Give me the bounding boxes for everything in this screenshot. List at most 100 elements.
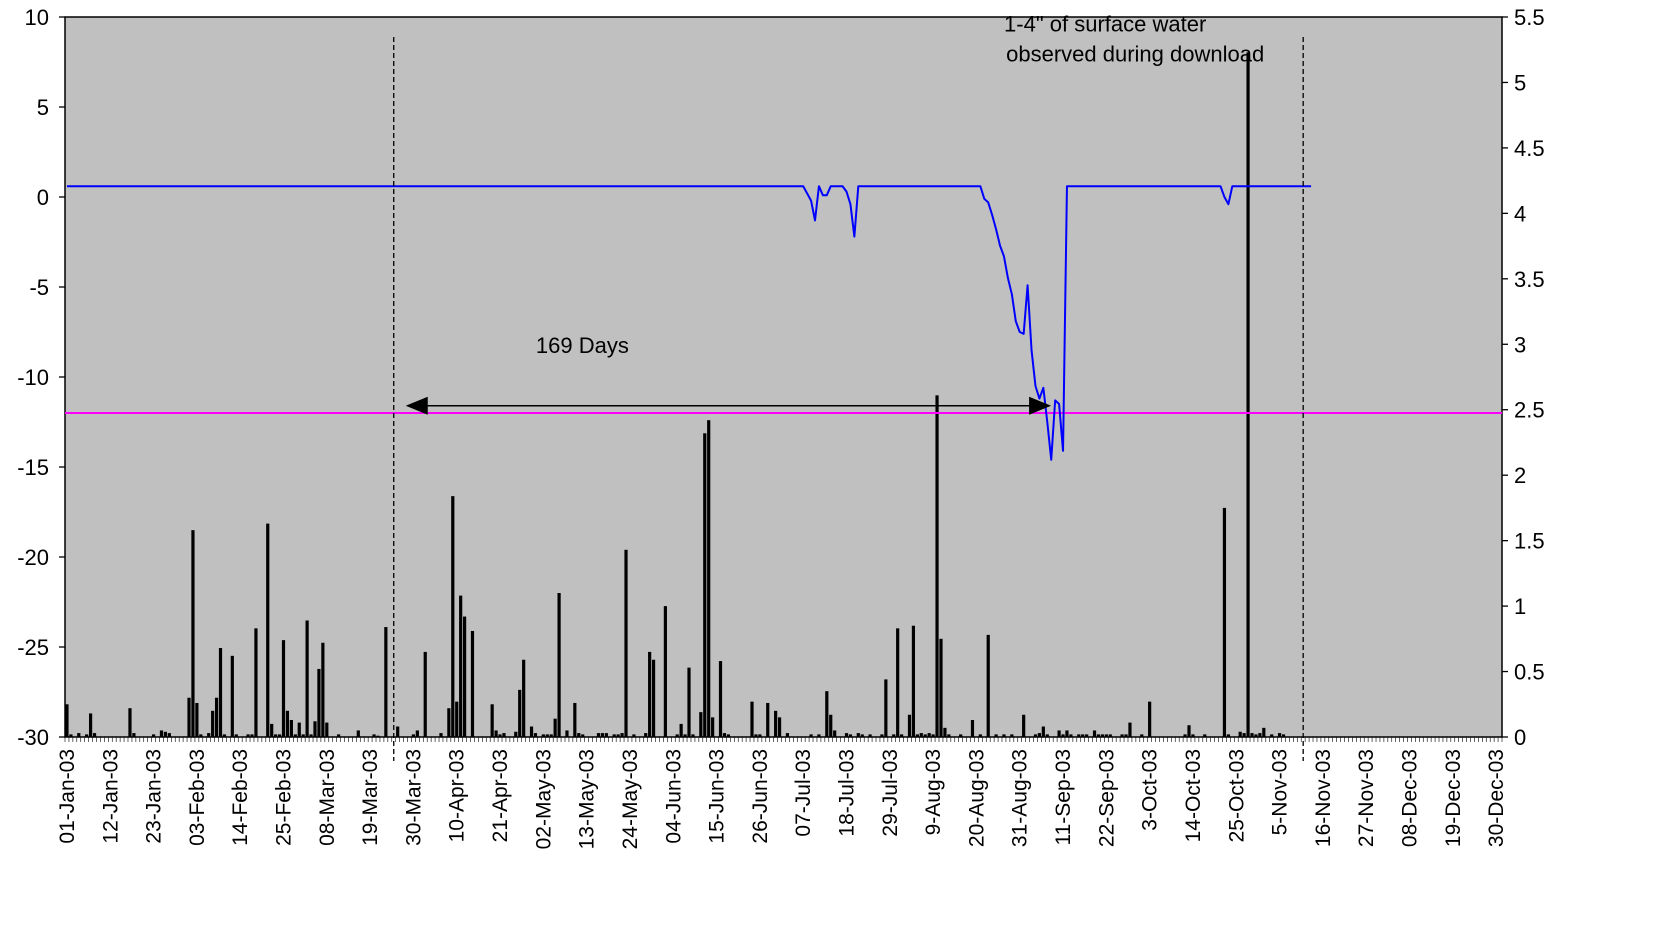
precip-bar — [617, 734, 620, 737]
precip-bar — [896, 628, 899, 737]
precip-bar — [357, 730, 360, 737]
y-right-tick-label: 0 — [1514, 725, 1526, 750]
precip-bar — [1061, 734, 1064, 737]
x-tick-label: 01-Jan-03 — [56, 749, 79, 844]
precip-bar — [317, 669, 320, 737]
precip-bar — [522, 660, 525, 737]
y-left-tick-label: 10 — [25, 5, 49, 30]
precip-bar — [632, 734, 635, 737]
precip-bar — [396, 727, 399, 737]
precip-bar — [1002, 734, 1005, 737]
y-left-tick-label: -25 — [17, 635, 49, 660]
precip-bar — [1010, 734, 1013, 737]
precip-bar — [270, 724, 273, 737]
precip-bar — [727, 734, 730, 737]
precip-bar — [581, 734, 584, 737]
precip-bar — [463, 617, 466, 737]
precip-bar — [199, 734, 202, 737]
precip-bar — [620, 733, 623, 737]
precip-bar — [778, 717, 781, 737]
precip-bar — [1246, 52, 1249, 737]
x-tick-label: 15-Jun-03 — [706, 749, 729, 844]
precip-bar — [1042, 727, 1045, 737]
y-left-tick-label: -15 — [17, 455, 49, 480]
y-right-tick-label: 0.5 — [1514, 660, 1545, 685]
precip-bar — [1034, 734, 1037, 737]
precip-bar — [254, 628, 257, 737]
x-tick-label: 24-May-03 — [619, 749, 642, 849]
precip-bar — [892, 734, 895, 737]
x-tick-label: 12-Jan-03 — [99, 749, 122, 844]
precip-bar — [274, 734, 277, 737]
precip-bar — [128, 708, 131, 737]
precip-bar — [1101, 734, 1104, 737]
x-tick-label: 27-Nov-03 — [1355, 749, 1378, 847]
precip-bar — [711, 717, 714, 737]
precip-bar — [687, 668, 690, 737]
y-right-tick-label: 3 — [1514, 332, 1526, 357]
precip-bar — [754, 734, 757, 737]
precip-bar — [932, 734, 935, 737]
precip-bar — [471, 631, 474, 737]
precip-bar — [1022, 715, 1025, 737]
precip-bar — [554, 719, 557, 737]
precip-bar — [1250, 733, 1253, 737]
x-tick-label: 04-Jun-03 — [662, 749, 685, 844]
precip-bar — [900, 734, 903, 737]
precip-bar — [605, 733, 608, 737]
x-tick-label: 11-Sep-03 — [1052, 749, 1075, 846]
precip-bar — [849, 734, 852, 737]
precip-bar — [530, 727, 533, 737]
span-label: 169 Days — [536, 333, 629, 358]
x-tick-label: 26-Jun-03 — [749, 749, 772, 844]
y-left-tick-label: -10 — [17, 365, 49, 390]
precip-bar — [1128, 723, 1131, 737]
precip-bar — [491, 704, 494, 737]
precip-bar — [861, 734, 864, 737]
precip-bar — [416, 730, 419, 737]
precip-bar — [250, 734, 253, 737]
precip-bar — [246, 734, 249, 737]
x-tick-label: 3-Oct-03 — [1139, 749, 1162, 831]
precip-bar — [1097, 734, 1100, 737]
x-tick-label: 31-Aug-03 — [1009, 749, 1032, 847]
precip-bar — [1282, 734, 1285, 737]
precip-bar — [546, 734, 549, 737]
precip-bar — [1227, 734, 1230, 737]
precip-bar — [164, 732, 167, 737]
precip-bar — [1120, 734, 1123, 737]
precip-bar — [1254, 734, 1257, 737]
x-tick-label: 10-Apr-03 — [446, 749, 469, 842]
precip-bar — [1124, 734, 1127, 737]
precip-bar — [817, 734, 820, 737]
precip-bar — [750, 702, 753, 737]
precip-bar — [223, 734, 226, 737]
precip-bar — [916, 734, 919, 737]
precip-bar — [691, 734, 694, 737]
precip-bar — [542, 734, 545, 737]
precip-bar — [683, 734, 686, 737]
precip-bar — [557, 593, 560, 737]
precip-bar — [943, 728, 946, 737]
precip-bar — [302, 734, 305, 737]
y-left-tick-label: -20 — [17, 545, 49, 570]
precip-bar — [1270, 734, 1273, 737]
precip-bar — [455, 702, 458, 737]
precip-bar — [924, 734, 927, 737]
precip-bar — [372, 734, 375, 737]
precip-bar — [187, 698, 190, 737]
y-right-tick-label: 4.5 — [1514, 136, 1545, 161]
precip-bar — [1140, 734, 1143, 737]
precip-bar — [833, 730, 836, 737]
precip-bar — [884, 679, 887, 737]
precip-bar — [908, 715, 911, 737]
x-tick-label: 30-Dec-03 — [1485, 749, 1508, 847]
x-tick-label: 29-Jul-03 — [879, 749, 902, 837]
x-tick-label: 20-Aug-03 — [965, 749, 988, 847]
precip-bar — [152, 734, 155, 737]
precip-bar — [1057, 730, 1060, 737]
precip-bar — [325, 723, 328, 737]
precip-bar — [1239, 732, 1242, 737]
precip-bar — [1077, 734, 1080, 737]
